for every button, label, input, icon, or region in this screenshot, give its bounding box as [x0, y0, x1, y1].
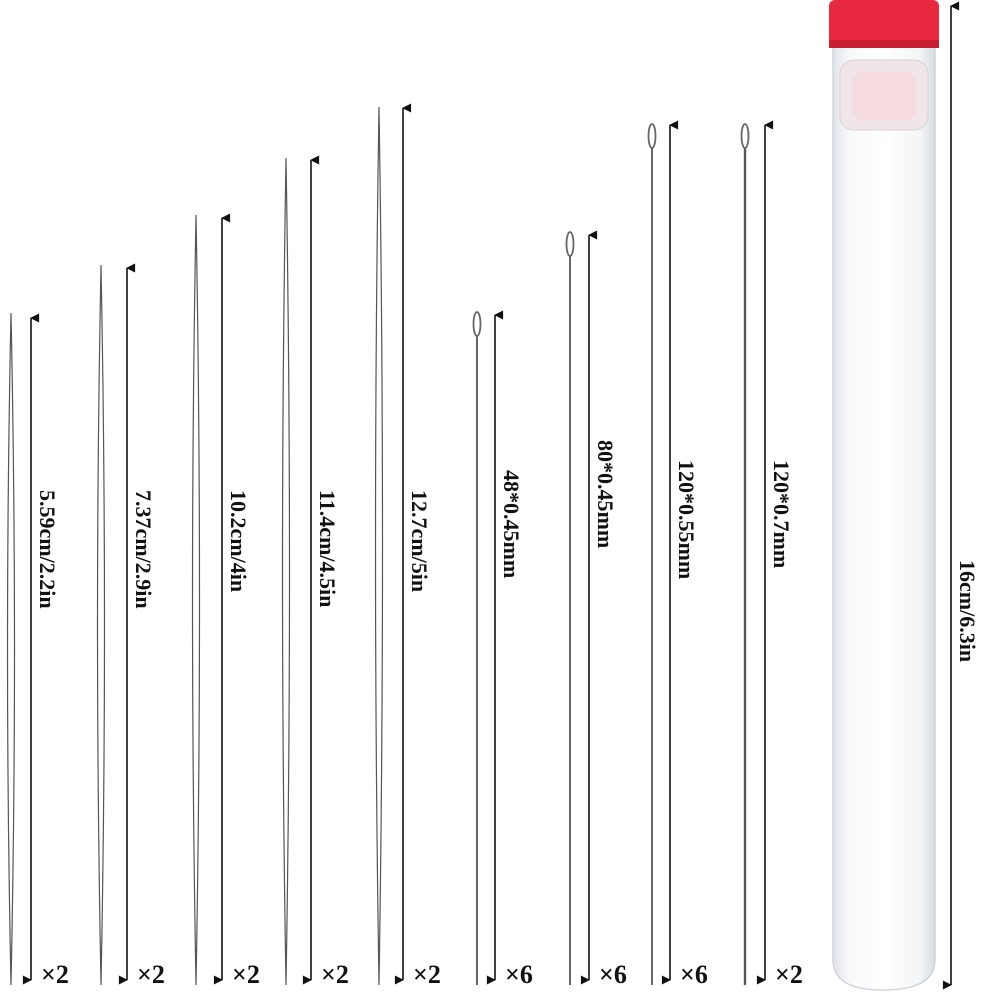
quantity-label: ×2 [41, 960, 69, 989]
size-label: 120*0.55mm [674, 460, 699, 579]
tube-size-label: 16cm/6.3in [955, 560, 980, 662]
needle-eye [472, 311, 482, 337]
needle-eye [740, 123, 750, 149]
quantity-label: ×2 [232, 960, 260, 989]
needle-item: 48*0.45mm ×6 [472, 310, 533, 989]
tube-body [832, 39, 936, 991]
big-eye-needle [374, 106, 384, 986]
tube-cap [829, 0, 939, 48]
tube-plug-inner [852, 72, 916, 120]
size-label: 48*0.45mm [499, 470, 524, 578]
needle-item: 12.7cm/5in ×2 [374, 103, 441, 989]
quantity-label: ×2 [775, 960, 803, 989]
quantity-label: ×6 [680, 960, 708, 989]
needle-item: 120*0.7mm ×2 [740, 120, 803, 989]
size-label: 5.59cm/2.2in [35, 490, 60, 609]
needle-item: 11.4cm/4.5in ×2 [281, 155, 349, 989]
size-label: 120*0.7mm [769, 460, 794, 568]
size-label: 11.4cm/4.5in [315, 490, 340, 607]
size-label: 12.7cm/5in [407, 490, 432, 592]
size-label: 80*0.45mm [593, 440, 618, 548]
big-eye-needle [281, 157, 291, 986]
big-eye-needle [191, 214, 201, 986]
size-label: 10.2cm/4in [226, 490, 251, 592]
quantity-label: ×2 [137, 960, 165, 989]
storage-tube: 16cm/6.3in [829, 0, 980, 991]
needle-item: 5.59cm/2.2in ×2 [6, 312, 69, 989]
quantity-label: ×2 [413, 960, 441, 989]
big-eye-needle [6, 312, 16, 986]
needle-eye [565, 231, 575, 257]
quantity-label: ×2 [321, 960, 349, 989]
tube-cap-rim [829, 40, 939, 48]
needle-item: 10.2cm/4in ×2 [191, 213, 260, 989]
quantity-label: ×6 [599, 960, 627, 989]
size-label: 7.37cm/2.9in [131, 490, 156, 609]
needle-item: 80*0.45mm ×6 [565, 230, 627, 989]
needle-eye [647, 123, 657, 149]
needle-item: 7.37cm/2.9in ×2 [96, 263, 165, 989]
big-eye-needle [96, 264, 106, 986]
needle-item: 120*0.55mm ×6 [647, 120, 708, 989]
quantity-label: ×6 [505, 960, 533, 989]
